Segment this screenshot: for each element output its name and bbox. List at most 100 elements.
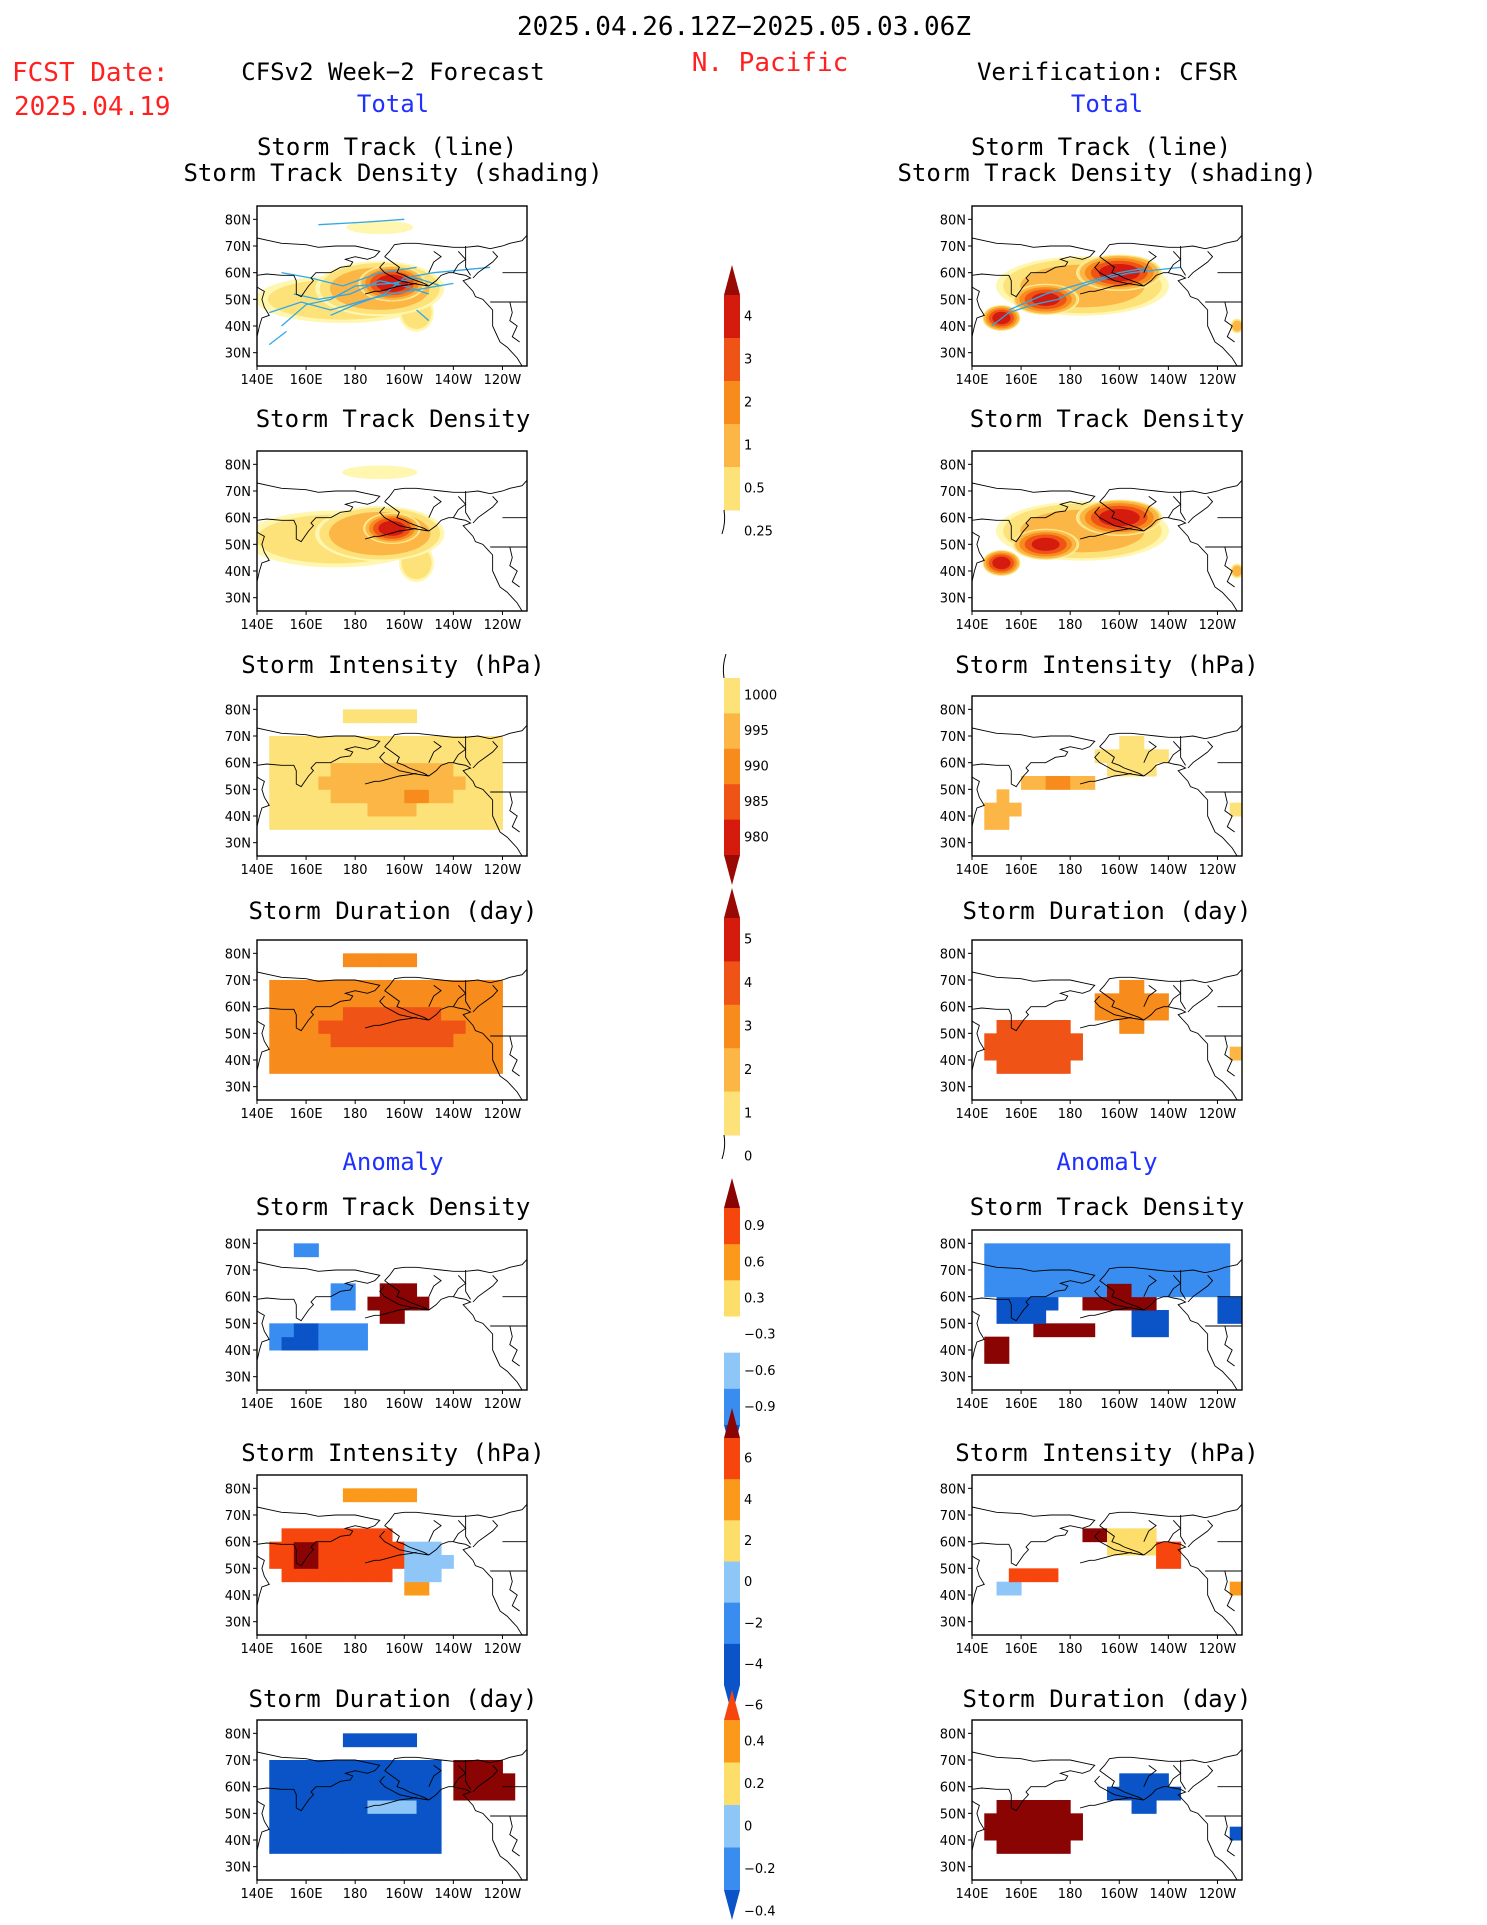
colorbar-density: 4 3 2 1 0.5 0.25 [721,265,773,540]
coastline [428,1006,523,1100]
grid-cell [355,1323,368,1338]
grid-cell [1094,1243,1108,1258]
grid-cell [281,1568,295,1583]
x-tick-label: 140W [1150,1107,1188,1122]
grid-cell [416,1060,430,1074]
x-tick-label: 140E [240,1642,273,1657]
y-tick-label: 70N [940,1509,966,1524]
grid-cell [490,802,503,817]
grid-cell [416,1786,430,1801]
colorbar-label: 0.4 [744,1734,765,1749]
colorbar-label: 3 [744,1020,752,1035]
grid-cell [355,709,368,724]
map-panel-verification-anomaly-duration: 140E 160E 180 160W 140W 120W 80N 70N 60N 50N 40N 30… [940,1719,1243,1902]
forecast-total-label: Total [356,90,430,118]
grid-cell [1107,1541,1120,1556]
verification-column-title: Verification: CFSR [976,58,1238,86]
grid-cell [996,1800,1010,1814]
coastline [1143,740,1157,763]
grid-cell [416,776,430,790]
grid-cell [379,1555,393,1569]
grid-cell [330,1568,344,1583]
x-tick-label: 180 [1058,1642,1083,1657]
grid-cell [996,1350,1010,1364]
x-tick-label: 160W [1100,1107,1138,1122]
grid-cell [984,1033,998,1048]
grid-cell [342,802,356,817]
coastline [428,984,442,1007]
grid-cell [1131,1800,1145,1814]
grid-cell [416,993,430,1008]
x-tick-label: 140E [955,1397,988,1412]
coastline [1079,772,1132,785]
x-tick-label: 180 [1058,1397,1083,1412]
coastline [428,495,442,518]
coastline [1224,1325,1235,1367]
density-contour [342,465,418,480]
grid-cell [1180,1243,1194,1258]
colorbar-segment [724,784,740,821]
grid-cell [404,816,418,830]
grid-cell [367,1528,381,1543]
grid-cell [996,1270,1010,1284]
density-contour [1031,537,1060,551]
grid-cell [281,1060,295,1074]
grid-cell [293,980,307,994]
colorbar-label: 0 [744,1819,752,1834]
x-tick-label: 140E [955,863,988,878]
x-tick-label: 180 [1058,1887,1083,1902]
grid-cell [281,1800,295,1814]
border-line [1180,1270,1186,1300]
grid-cell [293,736,307,750]
grid-cell [453,1786,467,1801]
grid-cell [392,1033,405,1048]
grid-cell [293,816,307,830]
grid-cell [281,993,295,1008]
x-tick-label: 140E [240,1397,273,1412]
map-panel-verification-total-duration: 140E 160E 180 160W 140W 120W 80N 70N 60N 50N 40N 30… [940,939,1243,1122]
grid-cell [477,1773,491,1788]
grid-cell [1131,1528,1145,1543]
grid-cell [269,1773,283,1788]
grid-cell [293,802,307,817]
grid-cell [465,736,479,750]
grid-cell [379,736,393,750]
map-frame [256,450,528,612]
colorbar-label: 995 [744,724,769,739]
grid-cell [1070,1256,1083,1271]
coastline [1099,1504,1242,1526]
grid-cell [269,1336,283,1351]
grid-cell [330,816,344,830]
grid-cell [490,789,503,804]
colorbar-label: 3 [744,353,752,368]
grid-cell [1008,1310,1022,1324]
x-tick-label: 160W [385,1397,423,1412]
grid-cell [367,1541,381,1556]
x-tick-label: 140E [240,1107,273,1122]
grid-cell [1131,762,1145,777]
grid-cell [367,762,381,777]
map-panel-verification-anomaly-intensity: 140E 160E 180 160W 140W 120W 80N 70N 60N 50N 40N 30… [940,1474,1243,1657]
colorbar-label: 0 [744,1150,752,1165]
grid-cell [428,762,442,777]
grid-cell [1021,1800,1034,1814]
coastline [257,1506,381,1606]
coastline [509,301,520,343]
grid-cell [453,816,467,830]
panel-title-anom-intensity: Storm Intensity (hPa) [241,1439,545,1467]
grid-cell [404,1060,418,1074]
grid-cell [281,816,295,830]
colorbar-segment [724,713,740,750]
grid-cell [330,980,344,994]
grid-cell [269,1006,283,1021]
grid-cell [1217,1283,1231,1298]
grid-cell [465,1033,479,1048]
x-tick-label: 140W [435,1397,473,1412]
grid-cell [379,1020,393,1034]
grid-cell [281,749,295,764]
coastline [384,235,527,257]
coastline [364,282,417,295]
grid-cell [1070,1283,1083,1298]
colorbar-label: 0.25 [744,525,773,540]
